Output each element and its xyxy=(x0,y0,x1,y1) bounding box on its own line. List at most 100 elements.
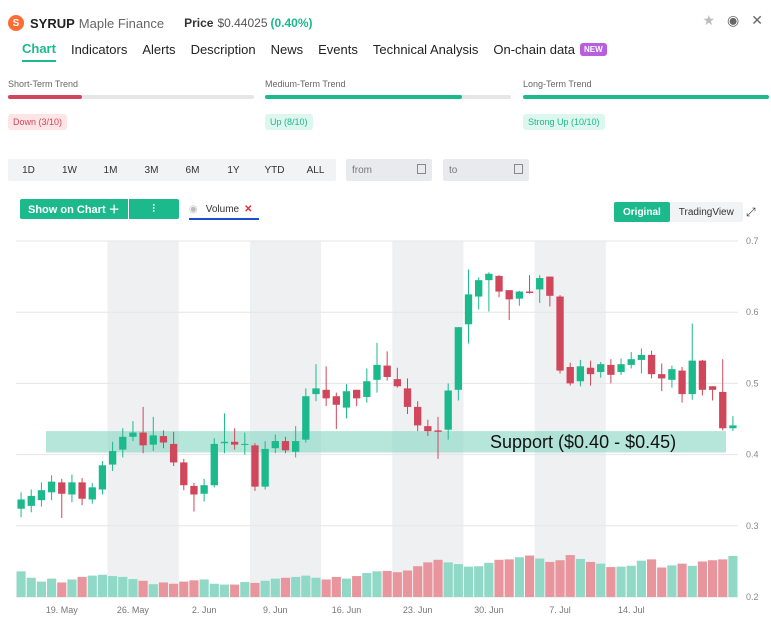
x-tick-label: 14. Jul xyxy=(618,605,645,615)
candle-body xyxy=(464,294,473,325)
tab-chart[interactable]: Chart xyxy=(22,41,56,62)
range-1w[interactable]: 1W xyxy=(62,164,77,176)
volume-bar xyxy=(585,561,596,597)
to-date-input[interactable]: to xyxy=(443,159,529,181)
calendar-icon[interactable] xyxy=(417,164,426,174)
candle-body xyxy=(271,441,279,449)
volume-bar xyxy=(270,578,280,597)
candle-body xyxy=(658,374,666,379)
trend-bar xyxy=(265,95,511,99)
candle-body xyxy=(230,441,239,445)
volume-bar xyxy=(596,563,606,597)
candle-body xyxy=(678,370,686,395)
tab-label: Alerts xyxy=(142,42,176,57)
from-date-input[interactable]: from xyxy=(346,159,432,181)
volume-bar xyxy=(565,555,575,597)
range-1y[interactable]: 1Y xyxy=(227,164,240,176)
range-1d[interactable]: 1D xyxy=(22,164,35,176)
volume-bar xyxy=(718,559,728,597)
tab-description[interactable]: Description xyxy=(191,41,256,62)
eye-icon[interactable]: ◉ xyxy=(189,203,198,215)
range-6m[interactable]: 6M xyxy=(185,164,200,176)
star-icon[interactable]: ★ xyxy=(702,12,716,28)
volume-bar xyxy=(413,566,423,597)
range-all[interactable]: ALL xyxy=(306,164,325,176)
y-tick-label: 0.6 xyxy=(746,307,759,317)
candle-body xyxy=(17,499,25,509)
price-value: $0.44025 xyxy=(217,16,268,30)
candle-body xyxy=(627,359,635,365)
new-badge: NEW xyxy=(580,43,607,56)
trend-fill xyxy=(265,95,462,99)
volume-bar xyxy=(382,570,392,597)
volume-bar xyxy=(646,559,657,597)
show-on-chart-button[interactable]: Show on Chart ＋ ⫶ xyxy=(20,199,179,219)
candle-body xyxy=(332,396,340,405)
volume-bar xyxy=(250,582,260,597)
volume-bar xyxy=(453,564,463,597)
volume-bar xyxy=(291,576,301,597)
tab-alerts[interactable]: Alerts xyxy=(142,41,175,62)
from-placeholder: from xyxy=(352,164,372,176)
candle-body xyxy=(180,462,188,486)
volume-bar xyxy=(636,560,646,597)
tradingview-button[interactable]: TradingView xyxy=(669,202,743,222)
candle-body xyxy=(159,436,168,443)
volume-bar xyxy=(108,576,118,597)
tab-label: Chart xyxy=(22,41,56,56)
trend-tag: Strong Up (10/10) xyxy=(523,114,605,130)
candle-body xyxy=(200,485,208,494)
y-tick-label: 0.3 xyxy=(746,521,759,531)
tab-technical-analysis[interactable]: Technical Analysis xyxy=(373,41,479,62)
candle-body xyxy=(210,443,218,486)
volume-bar xyxy=(352,576,362,597)
range-ytd[interactable]: YTD xyxy=(264,164,285,176)
original-view-button[interactable]: Original xyxy=(614,202,670,222)
volume-bar xyxy=(677,563,687,597)
support-zone-label: Support ($0.40 - $0.45) xyxy=(490,432,676,452)
volume-bar xyxy=(372,571,382,597)
week-band xyxy=(392,241,464,597)
volume-bar xyxy=(504,559,514,597)
eye-icon[interactable]: ◉ xyxy=(727,12,740,28)
volume-bar xyxy=(189,580,199,597)
tab-label: Events xyxy=(318,42,358,57)
volume-bar xyxy=(423,562,433,597)
tab-bar: Chart Indicators Alerts Description News… xyxy=(22,41,607,62)
y-tick-label: 0.4 xyxy=(746,450,759,460)
tab-label: Indicators xyxy=(70,42,128,57)
close-icon[interactable]: ✕ xyxy=(751,12,763,28)
x-tick-label: 2. Jun xyxy=(192,605,217,615)
volume-bar xyxy=(626,565,636,597)
candle-body xyxy=(119,436,127,450)
volume-bar xyxy=(362,573,372,597)
remove-volume-icon[interactable]: ✕ xyxy=(244,203,253,215)
range-1m[interactable]: 1M xyxy=(103,164,118,176)
volume-indicator-tag[interactable]: ◉ Volume ✕ xyxy=(189,200,259,220)
candle-body xyxy=(607,364,615,375)
candle-body xyxy=(363,381,371,397)
range-3m[interactable]: 3M xyxy=(144,164,159,176)
volume-bar xyxy=(697,561,707,597)
tab-on-chain-data[interactable]: On-chain data NEW xyxy=(493,41,607,62)
tab-indicators[interactable]: Indicators xyxy=(71,41,127,62)
candle-body xyxy=(47,481,56,493)
tab-events[interactable]: Events xyxy=(318,41,358,62)
tab-news[interactable]: News xyxy=(271,41,304,62)
expand-icon[interactable]: ⤢ xyxy=(746,205,756,219)
calendar-icon[interactable] xyxy=(514,164,523,174)
volume-bar xyxy=(138,580,148,597)
volume-bar xyxy=(199,579,209,597)
candle-body xyxy=(668,369,676,380)
candle-body xyxy=(424,426,432,432)
volume-bar xyxy=(463,566,474,597)
indicator-icon[interactable]: ⫶ xyxy=(152,202,156,215)
candle-body xyxy=(88,487,96,500)
candle-body xyxy=(342,391,351,408)
candle-body xyxy=(444,390,452,430)
volume-bar xyxy=(474,566,484,597)
x-tick-label: 23. Jun xyxy=(403,605,433,615)
long-term-trend: Long-Term Trend Strong Up (10/10) xyxy=(523,79,769,130)
